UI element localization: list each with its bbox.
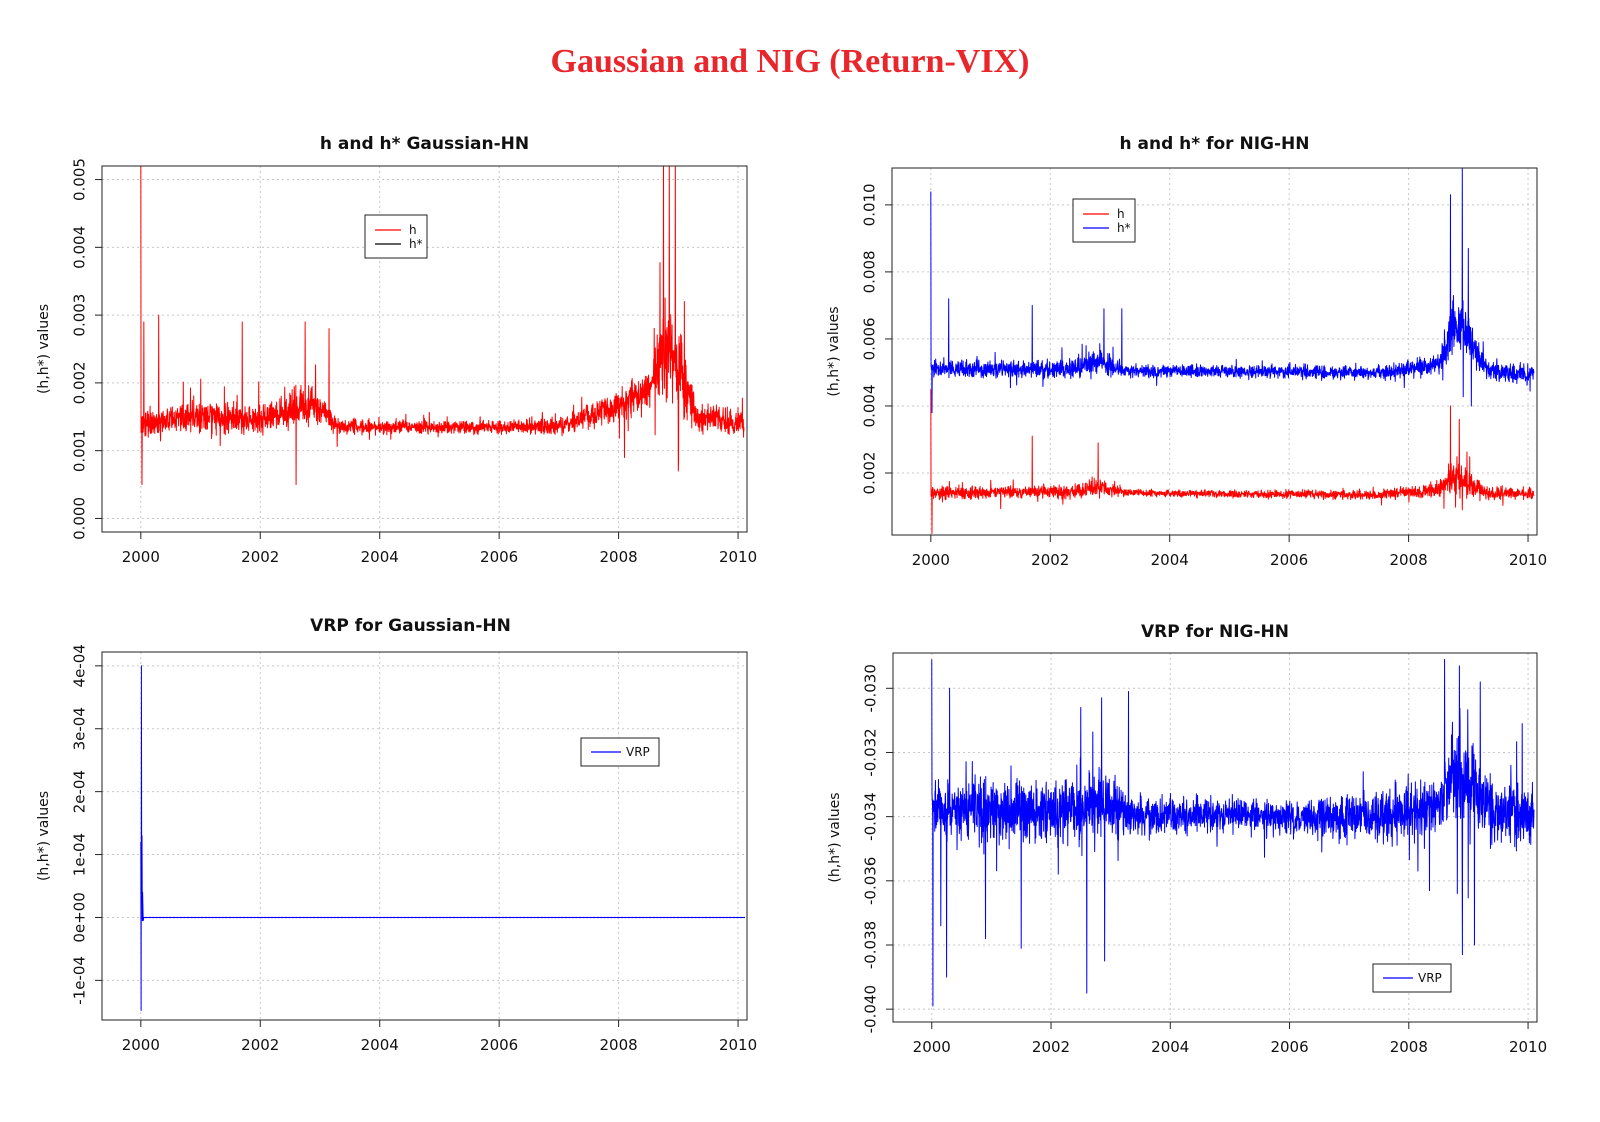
legend-label: VRP [626,745,650,759]
panel-gaussian-vrp: 2000 2002 2004 2006 2008 2010 -1e-04 0e+00 1e-04… [36,616,757,1054]
x-tick-label: 2004 [361,1036,399,1054]
x-tick-label: 2010 [1509,551,1547,569]
y-tick-label: 1e-04 [71,833,89,876]
y-axis: 0.002 0.004 0.006 0.008 0.010 [861,183,892,495]
plot-frame [891,167,1538,536]
y-tick-label: 0.005 [71,158,89,201]
x-tick-label: 2002 [1031,551,1069,569]
legend: VRP [1372,963,1452,993]
x-tick-label: 2004 [1151,551,1189,569]
plot-area [140,665,745,1012]
x-tick-label: 2004 [361,548,399,566]
y-tick-label: -0.034 [862,792,880,840]
x-tick-label: 2000 [912,551,950,569]
x-tick-label: 2010 [719,1036,757,1054]
y-axis-label: (h,h*) values [827,792,843,882]
x-tick-label: 2000 [122,1036,160,1054]
legend-label: h* [409,237,423,251]
panel-gaussian-h: 2000 2002 2004 2006 2008 20100.0000.0010.0020… [36,134,757,566]
y-tick-label: 0.003 [71,294,89,337]
x-tick-label: 2006 [480,1036,518,1054]
y-tick-label: 0.004 [861,384,879,427]
legend: VRP [580,737,660,767]
y-axis-label: (h,h*) values [36,791,52,881]
x-tick-label: 2000 [913,1038,951,1056]
grid [102,652,747,1020]
y-tick-label: -1e-04 [71,956,89,1005]
legend: hh* [1072,198,1136,243]
y-tick-label: 3e-04 [71,707,89,750]
x-tick-label: 2004 [1151,1038,1189,1056]
plot-area [931,658,1535,1007]
y-tick-label: 0.004 [71,226,89,269]
x-tick-label: 2008 [600,548,638,566]
x-tick-label: 2006 [1270,1038,1308,1056]
y-axis: -0.040 -0.038 -0.036 -0.034 -0.032 -0.030 [862,664,893,1033]
legend-label: h [409,223,417,237]
panel-title: h and h* Gaussian-HN [320,134,529,154]
legend-box [1072,198,1136,243]
y-axis: -1e-04 0e+00 1e-04 2e-04 3e-04 4e-04 [71,644,102,1005]
panel-nig-h: 2000 2002 2004 2006 2008 20100.0020.0040.0060… [826,134,1547,569]
figure-title: Gaussian and NIG (Return-VIX) [551,43,1030,80]
y-tick-label: 0.008 [861,250,879,293]
x-tick-label: 2002 [241,548,279,566]
y-tick-label: -0.038 [862,921,880,969]
grid [102,166,747,532]
plot-frame [892,652,1538,1023]
y-tick-label: 0.006 [861,317,879,360]
x-tick-label: 2008 [600,1036,638,1054]
x-axis: 2000 2002 2004 2006 2008 2010 [122,532,757,566]
legend-label: VRP [1418,971,1442,985]
x-tick-label: 2002 [241,1036,279,1054]
x-tick-label: 2010 [1509,1038,1547,1056]
y-tick-label: -0.040 [862,985,880,1033]
series-line-h [140,166,745,486]
y-tick-label: 0.000 [71,497,89,540]
x-axis: 2000 2002 2004 2006 2008 2010 [122,1020,757,1054]
x-axis: 2000 2002 2004 2006 2008 2010 [912,535,1547,569]
x-tick-label: 2008 [1390,551,1428,569]
panel-title: VRP for NIG-HN [1141,622,1289,642]
y-tick-label: -0.032 [862,728,880,776]
panel-nig-vrp: 2000 2002 2004 2006 2008 2010-0.040-0.038-0.0… [827,622,1547,1056]
x-tick-label: 2008 [1390,1038,1428,1056]
y-axis: 0.000 0.001 0.002 0.003 0.004 0.005 [71,158,102,540]
plot-area [930,168,1535,534]
y-tick-label: 0.002 [861,452,879,495]
y-axis-label: (h,h*) values [826,306,842,396]
y-tick-label: 0.010 [861,183,879,226]
series-line-h-star [930,168,1535,414]
y-tick-label: 2e-04 [71,770,89,813]
series-line-vrp [931,658,1535,1007]
panel-title: h and h* for NIG-HN [1120,134,1310,154]
y-tick-label: 0.001 [71,429,89,472]
panel-title: VRP for Gaussian-HN [310,616,511,636]
legend-box [364,214,428,259]
y-tick-label: -0.030 [862,664,880,712]
series-line-vrp [140,665,745,1012]
x-tick-label: 2002 [1032,1038,1070,1056]
series-line-h [930,389,1535,534]
y-tick-label: 0.002 [71,361,89,404]
x-tick-label: 2000 [122,548,160,566]
plot-frame [101,651,748,1021]
y-tick-label: -0.036 [862,857,880,905]
legend: hh* [364,214,428,259]
plot-frame [101,165,748,533]
y-tick-label: 0e+00 [71,892,89,942]
y-axis-label: (h,h*) values [36,304,52,394]
y-tick-label: 4e-04 [71,644,89,687]
x-tick-label: 2006 [480,548,518,566]
legend-label: h* [1117,221,1131,235]
x-tick-label: 2010 [719,548,757,566]
x-axis: 2000 2002 2004 2006 2008 2010 [913,1022,1547,1056]
x-tick-label: 2006 [1270,551,1308,569]
plot-area [140,166,745,486]
legend-label: h [1117,207,1125,221]
